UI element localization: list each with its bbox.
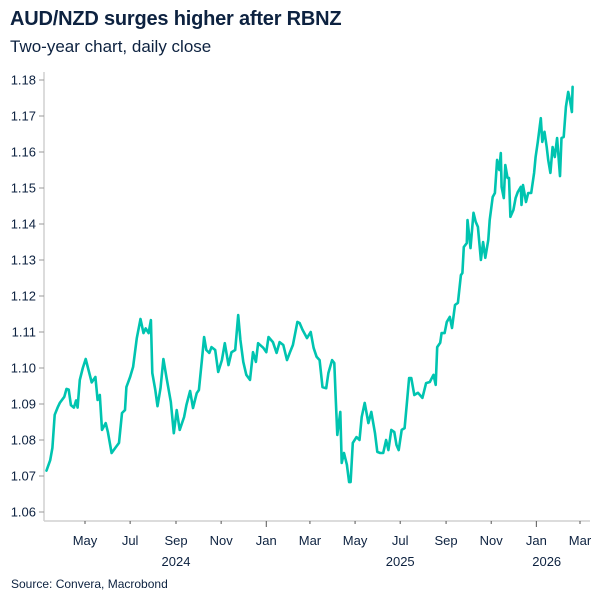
y-tick-label: 1.09	[11, 397, 36, 412]
x-tick-label: Mar	[299, 533, 322, 548]
x-tick-label: Jul	[392, 533, 409, 548]
y-tick-label: 1.16	[11, 145, 36, 160]
y-tick-label: 1.07	[11, 469, 36, 484]
y-tick-label: 1.15	[11, 181, 36, 196]
y-tick-label: 1.10	[11, 361, 36, 376]
y-tick-label: 1.12	[11, 289, 36, 304]
x-year-label: 2025	[386, 554, 415, 569]
chart-subtitle: Two-year chart, daily close	[10, 37, 212, 56]
x-year-label: 2026	[532, 554, 561, 569]
y-tick-label: 1.08	[11, 433, 36, 448]
x-tick-label: Jan	[526, 533, 547, 548]
x-tick-label: May	[343, 533, 368, 548]
y-tick-label: 1.06	[11, 505, 36, 520]
x-tick-label: May	[73, 533, 98, 548]
y-tick-label: 1.11	[12, 325, 36, 340]
chart-title: AUD/NZD surges higher after RBNZ	[10, 8, 342, 30]
x-tick-label: Nov	[480, 533, 504, 548]
source-note: Source: Convera, Macrobond	[11, 577, 168, 591]
x-year-label: 2024	[162, 554, 191, 569]
x-tick-label: Sep	[435, 533, 458, 548]
y-tick-label: 1.13	[11, 253, 36, 268]
x-tick-label: Jan	[256, 533, 277, 548]
x-tick-label: Sep	[164, 533, 187, 548]
y-tick-label: 1.18	[11, 73, 36, 88]
y-axis-labels: 1.06 1.07 1.08 1.09 1.10 1.11 1.12 1.13 1.14 1.15…	[11, 73, 36, 520]
x-tick-label: Mar	[569, 533, 592, 548]
axes	[39, 72, 590, 527]
y-tick-label: 1.14	[11, 217, 36, 232]
x-tick-label: Jul	[122, 533, 139, 548]
series	[45, 85, 574, 484]
audnzd-line	[45, 85, 574, 484]
y-tick-label: 1.17	[11, 109, 36, 124]
x-axis-labels: May Jul Sep Nov Jan Mar May Jul Sep Nov Jan Mar 2024…	[73, 533, 592, 569]
x-tick-label: Nov	[210, 533, 234, 548]
